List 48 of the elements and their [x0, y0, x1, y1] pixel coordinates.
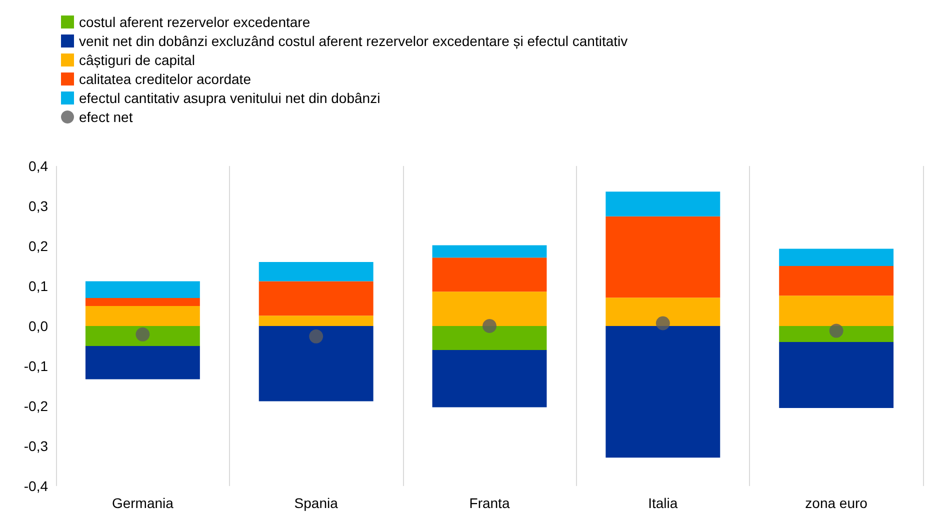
- y-tick-label: 0,3: [28, 198, 48, 214]
- legend-label: costul aferent rezervelor excedentare: [79, 14, 310, 30]
- point: [482, 319, 496, 333]
- x-tick-label: zona euro: [805, 495, 868, 511]
- y-tick-label: 0,0: [28, 318, 48, 334]
- legend-label: câștiguri de capital: [79, 52, 195, 68]
- bar: [258, 316, 374, 326]
- bar: [85, 298, 200, 306]
- point: [656, 316, 670, 330]
- bar: [258, 281, 374, 316]
- y-tick-label: -0,4: [24, 478, 48, 494]
- bar: [85, 346, 200, 380]
- y-tick-label: -0,1: [24, 358, 48, 374]
- bar: [779, 266, 894, 296]
- y-tick-label: 0,4: [28, 158, 48, 174]
- y-tick-label: 0,2: [28, 238, 48, 254]
- y-tick-label: -0,2: [24, 398, 48, 414]
- x-tick-label: Germania: [112, 495, 174, 511]
- bar: [606, 216, 720, 298]
- point: [136, 327, 150, 342]
- bar: [432, 292, 547, 326]
- x-tick-label: Italia: [648, 495, 678, 511]
- bar: [606, 326, 720, 458]
- legend-label: efectul cantitativ asupra venitului net din dobânzi: [79, 90, 380, 106]
- point: [309, 329, 324, 344]
- y-tick-label: 0,1: [28, 278, 48, 294]
- bar: [606, 192, 720, 216]
- bar: [432, 258, 547, 292]
- legend-label: efect net: [79, 109, 133, 125]
- legend-label: venit net din dobânzi excluzând costul aferent rezervelor excedentare și efectul cantitativ: [79, 33, 628, 49]
- bar: [85, 326, 200, 346]
- legend-label: calitatea creditelor acordate: [79, 71, 252, 87]
- bar: [779, 326, 894, 342]
- x-tick-label: Franta: [469, 495, 510, 511]
- bar: [258, 326, 374, 402]
- bar: [432, 350, 547, 408]
- bar: [85, 306, 200, 326]
- x-tick-label: Spania: [294, 495, 338, 511]
- bar: [85, 281, 200, 298]
- y-tick-label: -0,3: [24, 438, 48, 454]
- bar: [258, 262, 374, 282]
- bar: [432, 326, 547, 350]
- bar: [432, 245, 547, 258]
- bar: [779, 296, 894, 326]
- bar: [606, 298, 720, 326]
- point: [829, 324, 844, 338]
- bar: [779, 342, 894, 408]
- bar: [779, 248, 894, 266]
